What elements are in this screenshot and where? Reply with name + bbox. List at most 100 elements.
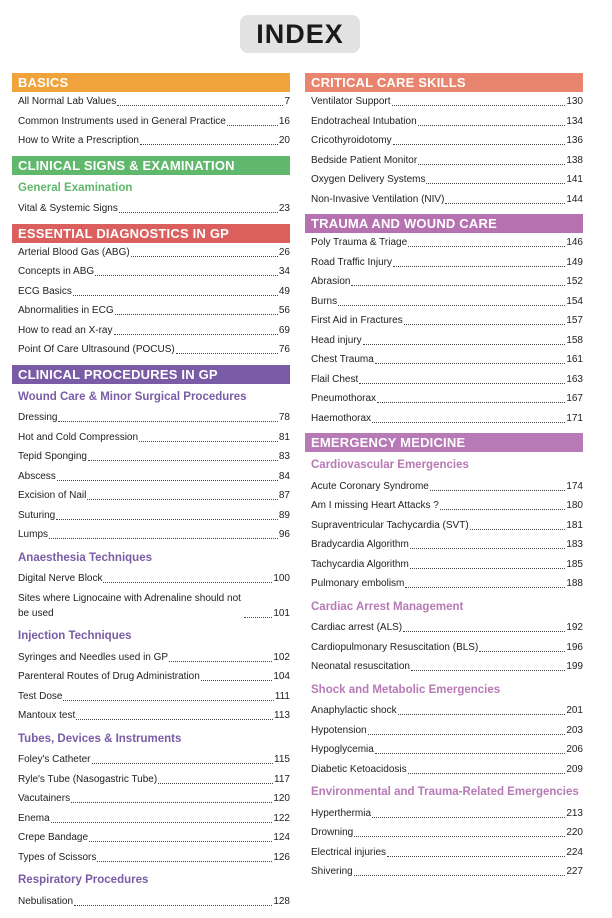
dot-leader bbox=[418, 163, 566, 165]
dot-leader bbox=[409, 548, 566, 550]
index-entry: Dressing 78 bbox=[12, 408, 290, 428]
page-number: 224 bbox=[566, 846, 583, 858]
dot-leader bbox=[244, 616, 273, 618]
dot-leader bbox=[391, 105, 566, 107]
page-number: 104 bbox=[273, 671, 290, 683]
dot-leader bbox=[130, 255, 278, 257]
index-entry: Oxygen Delivery Systems 141 bbox=[305, 170, 583, 190]
section: TRAUMA AND WOUND CARE Poly Trauma & Triag… bbox=[305, 214, 583, 428]
entry-title: Crepe Bandage bbox=[18, 832, 89, 844]
index-entry: Test Dose 111 bbox=[12, 687, 290, 707]
dot-leader bbox=[354, 836, 566, 838]
dot-leader bbox=[407, 772, 566, 774]
section-heading: CLINICAL SIGNS & EXAMINATION bbox=[12, 155, 290, 175]
index-entry: How to read an X-ray 69 bbox=[12, 321, 290, 341]
index-entry: Acute Coronary Syndrome 174 bbox=[305, 477, 583, 497]
page-number: 49 bbox=[278, 285, 290, 297]
subheading: Respiratory Procedures bbox=[18, 874, 149, 886]
index-entry: Neonatal resuscitation 199 bbox=[305, 657, 583, 677]
page-number: 206 bbox=[566, 744, 583, 756]
index-entry: Cardiac arrest (ALS) 192 bbox=[305, 618, 583, 638]
index-entry: Sites where Lignocaine with Adrenaline s… bbox=[12, 589, 290, 624]
page-number: 154 bbox=[566, 295, 583, 307]
index-entry: Hypoglycemia 206 bbox=[305, 740, 583, 760]
index-entry: Drowning 220 bbox=[305, 823, 583, 843]
index-entry: Haemothorax 171 bbox=[305, 409, 583, 429]
index-entry: Mantoux test 113 bbox=[12, 706, 290, 726]
entry-title: How to read an X-ray bbox=[18, 324, 113, 336]
section-heading: EMERGENCY MEDICINE bbox=[305, 433, 583, 452]
dot-leader bbox=[338, 304, 566, 306]
entry-title: Suturing bbox=[18, 509, 56, 521]
page-number: 56 bbox=[278, 305, 290, 317]
index-entry: Foley's Catheter 115 bbox=[12, 750, 290, 770]
section: BASICS All Normal Lab Values 7 Common Instr… bbox=[12, 73, 290, 151]
subheading: Wound Care & Minor Surgical Procedures bbox=[18, 390, 247, 403]
index-entry: Non-Invasive Ventilation (NIV) 144 bbox=[305, 190, 583, 210]
dot-leader bbox=[397, 714, 566, 716]
page-number: 157 bbox=[566, 315, 583, 327]
entry-title: Syringes and Needles used in GP bbox=[18, 651, 169, 663]
entry-title: Shivering bbox=[311, 866, 353, 878]
dot-leader bbox=[71, 802, 273, 804]
page-number: 34 bbox=[278, 266, 290, 278]
entry-title: Head injury bbox=[311, 334, 362, 346]
dot-leader bbox=[409, 567, 566, 569]
entry-title: Enema bbox=[18, 812, 50, 824]
subheading: Anaesthesia Techniques bbox=[18, 551, 152, 564]
index-entry: Point Of Care Ultrasound (POCUS) 76 bbox=[12, 340, 290, 360]
right-column: CRITICAL CARE SKILLS Ventilator Support 13… bbox=[305, 73, 583, 882]
page-number: 199 bbox=[566, 661, 583, 673]
page-number: 81 bbox=[278, 431, 290, 443]
index-entry: Poly Trauma & Triage 146 bbox=[305, 233, 583, 253]
page-number: 87 bbox=[278, 490, 290, 502]
dot-leader bbox=[72, 294, 278, 296]
page-number: 111 bbox=[274, 690, 290, 702]
entry-title: Dressing bbox=[18, 412, 58, 424]
dot-leader bbox=[118, 212, 278, 214]
page-number: 149 bbox=[566, 256, 583, 268]
dot-leader bbox=[387, 855, 566, 857]
entry-title: Endotracheal Intubation bbox=[311, 115, 417, 127]
entry-title: Abrasion bbox=[311, 276, 351, 288]
entry-title: Diabetic Ketoacidosis bbox=[311, 763, 407, 775]
dot-leader bbox=[63, 699, 274, 701]
page-number: 141 bbox=[566, 174, 583, 186]
entry-title: Lumps bbox=[18, 529, 49, 541]
index-entry: How to Write a Prescription 20 bbox=[12, 131, 290, 151]
section-heading: CLINICAL PROCEDURES IN GP bbox=[12, 364, 290, 384]
index-entry: Anaphylactic shock 201 bbox=[305, 701, 583, 721]
index-entry: Pulmonary embolism 188 bbox=[305, 574, 583, 594]
entry-title: Tepid Sponging bbox=[18, 451, 87, 463]
index-entry: Nebulisation 128 bbox=[12, 892, 290, 912]
index-entry: Concepts in ABG 34 bbox=[12, 262, 290, 282]
index-entry: Chest Trauma 161 bbox=[305, 350, 583, 370]
dot-leader bbox=[56, 518, 278, 520]
subheading: Cardiac Arrest Management bbox=[311, 600, 464, 613]
entry-title: Acute Coronary Syndrome bbox=[311, 480, 429, 492]
page-number: 69 bbox=[278, 324, 290, 336]
index-entry: All Normal Lab Values 7 bbox=[12, 92, 290, 112]
page-number: 192 bbox=[566, 622, 583, 634]
entry-title: Chest Trauma bbox=[311, 354, 374, 366]
index-entry: Cardiopulmonary Resuscitation (BLS) 196 bbox=[305, 638, 583, 658]
section: CLINICAL SIGNS & EXAMINATION General Exam… bbox=[12, 155, 290, 219]
page-number: 20 bbox=[278, 135, 290, 147]
dot-leader bbox=[50, 821, 273, 823]
entry-title: Foley's Catheter bbox=[18, 754, 91, 766]
page-number: 201 bbox=[566, 705, 583, 717]
dot-leader bbox=[410, 670, 566, 672]
page-number: 180 bbox=[566, 500, 583, 512]
section: CLINICAL PROCEDURES IN GP Wound Care & Mi… bbox=[12, 364, 290, 912]
page-number: 76 bbox=[278, 344, 290, 356]
entry-title: Electrical injuries bbox=[311, 846, 387, 858]
dot-leader bbox=[429, 489, 566, 491]
index-entry: Abnormalities in ECG 56 bbox=[12, 301, 290, 321]
page-number: 115 bbox=[274, 754, 290, 766]
page-number: 120 bbox=[273, 793, 290, 805]
entry-title: Supraventricular Tachycardia (SVT) bbox=[311, 519, 469, 531]
dot-leader bbox=[76, 719, 274, 721]
index-entry: Road Traffic Injury 149 bbox=[305, 253, 583, 273]
dot-leader bbox=[87, 499, 278, 501]
